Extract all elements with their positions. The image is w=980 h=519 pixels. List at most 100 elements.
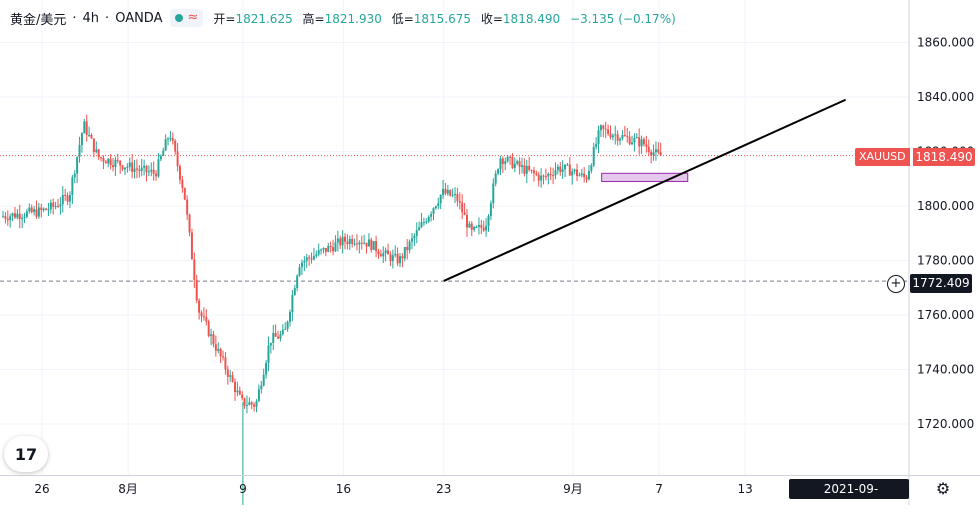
candle-body	[628, 136, 631, 145]
candle-body	[525, 165, 528, 174]
candle-body	[257, 389, 260, 402]
candle-body	[152, 169, 155, 174]
candle-body	[659, 152, 662, 156]
open-value: 1821.625	[235, 11, 293, 26]
candle-body	[178, 166, 181, 180]
low-value: 1815.675	[413, 11, 472, 26]
candle-body	[97, 149, 100, 158]
candle-body	[289, 312, 291, 322]
candle-body	[23, 216, 26, 218]
candle-body	[391, 255, 394, 262]
candle-body	[358, 242, 361, 245]
candle-body	[274, 332, 277, 337]
y-tick-label: 1780.000	[917, 254, 974, 268]
candle-body	[554, 170, 557, 176]
candle-body	[504, 161, 507, 164]
candle-body	[556, 166, 559, 171]
candle-body	[365, 242, 368, 247]
x-tick-label: 23	[436, 482, 451, 496]
x-tick-label: 9	[239, 482, 247, 496]
drawings[interactable]	[443, 98, 847, 282]
status-pill[interactable]: ≈	[170, 9, 204, 27]
candle-body	[214, 344, 217, 351]
candle-body	[585, 177, 588, 180]
candle-body	[339, 238, 342, 246]
candle-body	[16, 213, 19, 218]
candle-body	[482, 227, 485, 231]
candle-body	[580, 173, 583, 176]
candle-body	[355, 243, 358, 245]
candle-body	[363, 242, 366, 244]
candle-body	[638, 137, 641, 147]
crosshair-price-label: 1772.409	[910, 274, 972, 293]
candle-body	[284, 328, 287, 330]
candle-body	[33, 209, 36, 213]
candle-body	[418, 227, 421, 231]
candle-body	[123, 167, 126, 170]
candle-body	[528, 165, 531, 170]
candle-body	[267, 345, 270, 363]
candle-body	[25, 211, 28, 217]
candle-body	[595, 144, 598, 147]
candle-body	[611, 135, 614, 138]
candle-body	[49, 202, 52, 210]
horizontal-lines	[0, 155, 909, 282]
candle-body	[497, 169, 500, 174]
candle-body	[66, 195, 69, 202]
candle-body	[85, 121, 88, 135]
add-alert-plus-icon[interactable]: +	[887, 275, 905, 293]
wave-icon: ≈	[187, 10, 199, 25]
candle-body	[308, 257, 311, 259]
interval-label[interactable]: 4h	[82, 10, 100, 26]
candle-body	[138, 169, 141, 171]
candle-body	[549, 173, 552, 176]
candle-body	[530, 169, 533, 171]
candle-body	[583, 173, 586, 178]
candle-body	[224, 357, 227, 370]
gear-icon[interactable]: ⚙	[935, 479, 951, 498]
candle-body	[590, 165, 593, 171]
candle-body	[248, 402, 251, 405]
candle-body	[602, 125, 605, 129]
candle-body	[277, 336, 280, 339]
candle-body	[169, 138, 172, 140]
candle-body	[30, 207, 33, 213]
candle-body	[645, 144, 648, 147]
candle-body	[272, 332, 275, 343]
candle-body	[571, 171, 574, 176]
last-price-label: XAUUSD 1818.490	[855, 148, 975, 166]
candle-body	[116, 159, 119, 161]
x-tick-label: 26	[34, 482, 49, 496]
open-label: 开=	[213, 11, 236, 26]
candle-body	[470, 223, 473, 230]
candle-body	[516, 161, 519, 164]
candle-body	[73, 173, 76, 178]
tradingview-logo[interactable]: 17	[4, 436, 48, 472]
candle-body	[64, 194, 67, 196]
candle-body	[157, 159, 160, 177]
candle-body	[135, 168, 138, 170]
candle-body	[114, 159, 117, 168]
candle-body	[35, 209, 38, 217]
candle-body	[300, 262, 303, 268]
candle-body	[444, 188, 447, 194]
candle-body	[195, 279, 198, 301]
candle-body	[367, 239, 370, 247]
candle-body	[640, 139, 643, 147]
candle-body	[61, 194, 64, 205]
candle-body	[449, 189, 452, 196]
candle-body	[202, 316, 205, 318]
candle-body	[487, 216, 490, 226]
candle-body	[162, 150, 165, 156]
candle-body	[241, 394, 244, 399]
candle-body	[532, 170, 535, 174]
candle-body	[296, 275, 299, 289]
candle-body	[45, 208, 48, 210]
candle-body	[537, 174, 540, 181]
symbol-name[interactable]: 黄金/美元	[10, 12, 67, 28]
candle-body	[92, 138, 95, 153]
candle-body	[190, 232, 193, 260]
candle-body	[511, 156, 514, 169]
